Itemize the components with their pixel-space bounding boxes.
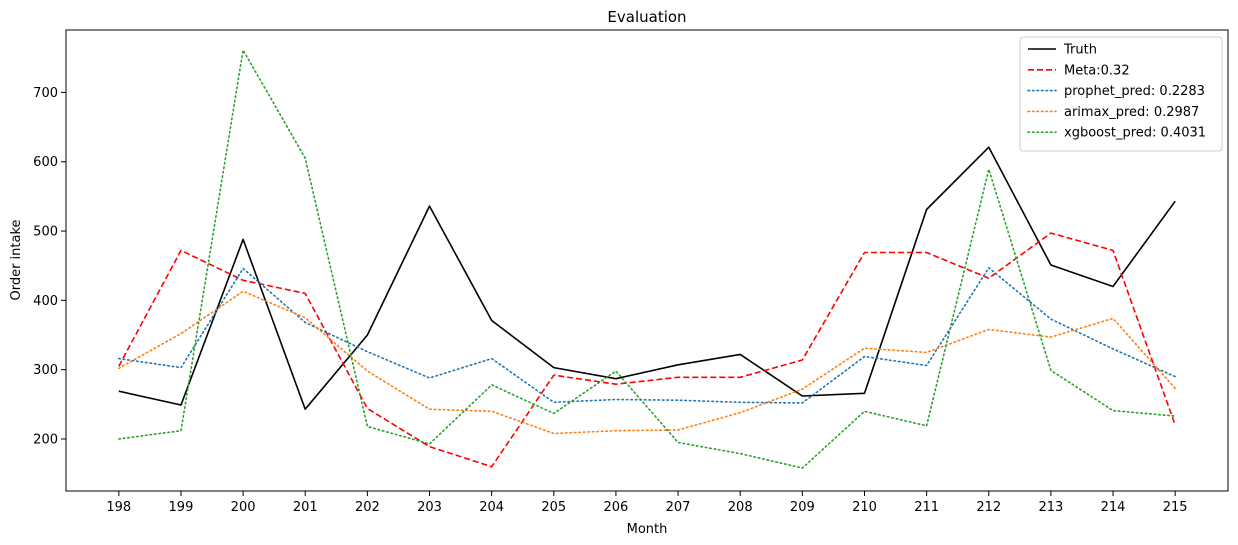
x-tick-label: 205 xyxy=(541,500,566,515)
x-tick-label: 204 xyxy=(479,500,504,515)
x-tick-label: 211 xyxy=(914,500,939,515)
x-tick-label: 213 xyxy=(1038,500,1063,515)
x-tick-label: 212 xyxy=(976,500,1001,515)
y-tick-label: 400 xyxy=(33,294,58,309)
legend-label-2: prophet_pred: 0.2283 xyxy=(1064,84,1205,99)
legend-box xyxy=(1019,36,1223,152)
plot-area xyxy=(118,49,1176,469)
x-tick-label: 201 xyxy=(293,500,318,515)
x-tick-label: 215 xyxy=(1163,500,1188,515)
x-tick-label: 202 xyxy=(355,500,380,515)
y-tick-label: 500 xyxy=(33,225,58,240)
x-tick-label: 206 xyxy=(604,500,629,515)
series-line-4 xyxy=(118,49,1176,469)
y-tick-label: 300 xyxy=(33,363,58,378)
y-tick-label: 700 xyxy=(33,86,58,101)
series-line-0 xyxy=(118,146,1176,411)
x-tick-label: 199 xyxy=(169,500,194,515)
legend-label-1: Meta:0.32 xyxy=(1064,63,1130,78)
y-tick-label: 600 xyxy=(33,155,58,170)
x-tick-label: 198 xyxy=(106,500,131,515)
axes: 198 199 200 201 202 203 204 205 206 207 208 209 210 2… xyxy=(33,29,1229,515)
series-line-1 xyxy=(118,232,1176,468)
axes-frame xyxy=(65,29,1229,492)
x-tick-label: 203 xyxy=(417,500,442,515)
legend: Truth Meta:0.32 prophet_pred: 0.2283 arimax… xyxy=(1019,36,1223,152)
x-tick-label: 210 xyxy=(852,500,877,515)
y-tick-label: 200 xyxy=(33,433,58,448)
legend-label-3: arimax_pred: 0.2987 xyxy=(1064,105,1199,120)
legend-label-4: xgboost_pred: 0.4031 xyxy=(1064,126,1206,141)
x-tick-label: 208 xyxy=(728,500,753,515)
x-tick-label: 209 xyxy=(790,500,815,515)
x-tick-label: 200 xyxy=(231,500,256,515)
y-axis-label: Order intake xyxy=(9,219,24,300)
x-tick-label: 207 xyxy=(666,500,691,515)
chart-title: Evaluation xyxy=(607,8,686,26)
x-axis-label: Month xyxy=(627,522,668,537)
x-tick-label: 214 xyxy=(1101,500,1126,515)
series-line-3 xyxy=(118,290,1176,435)
legend-label-0: Truth xyxy=(1063,43,1097,58)
